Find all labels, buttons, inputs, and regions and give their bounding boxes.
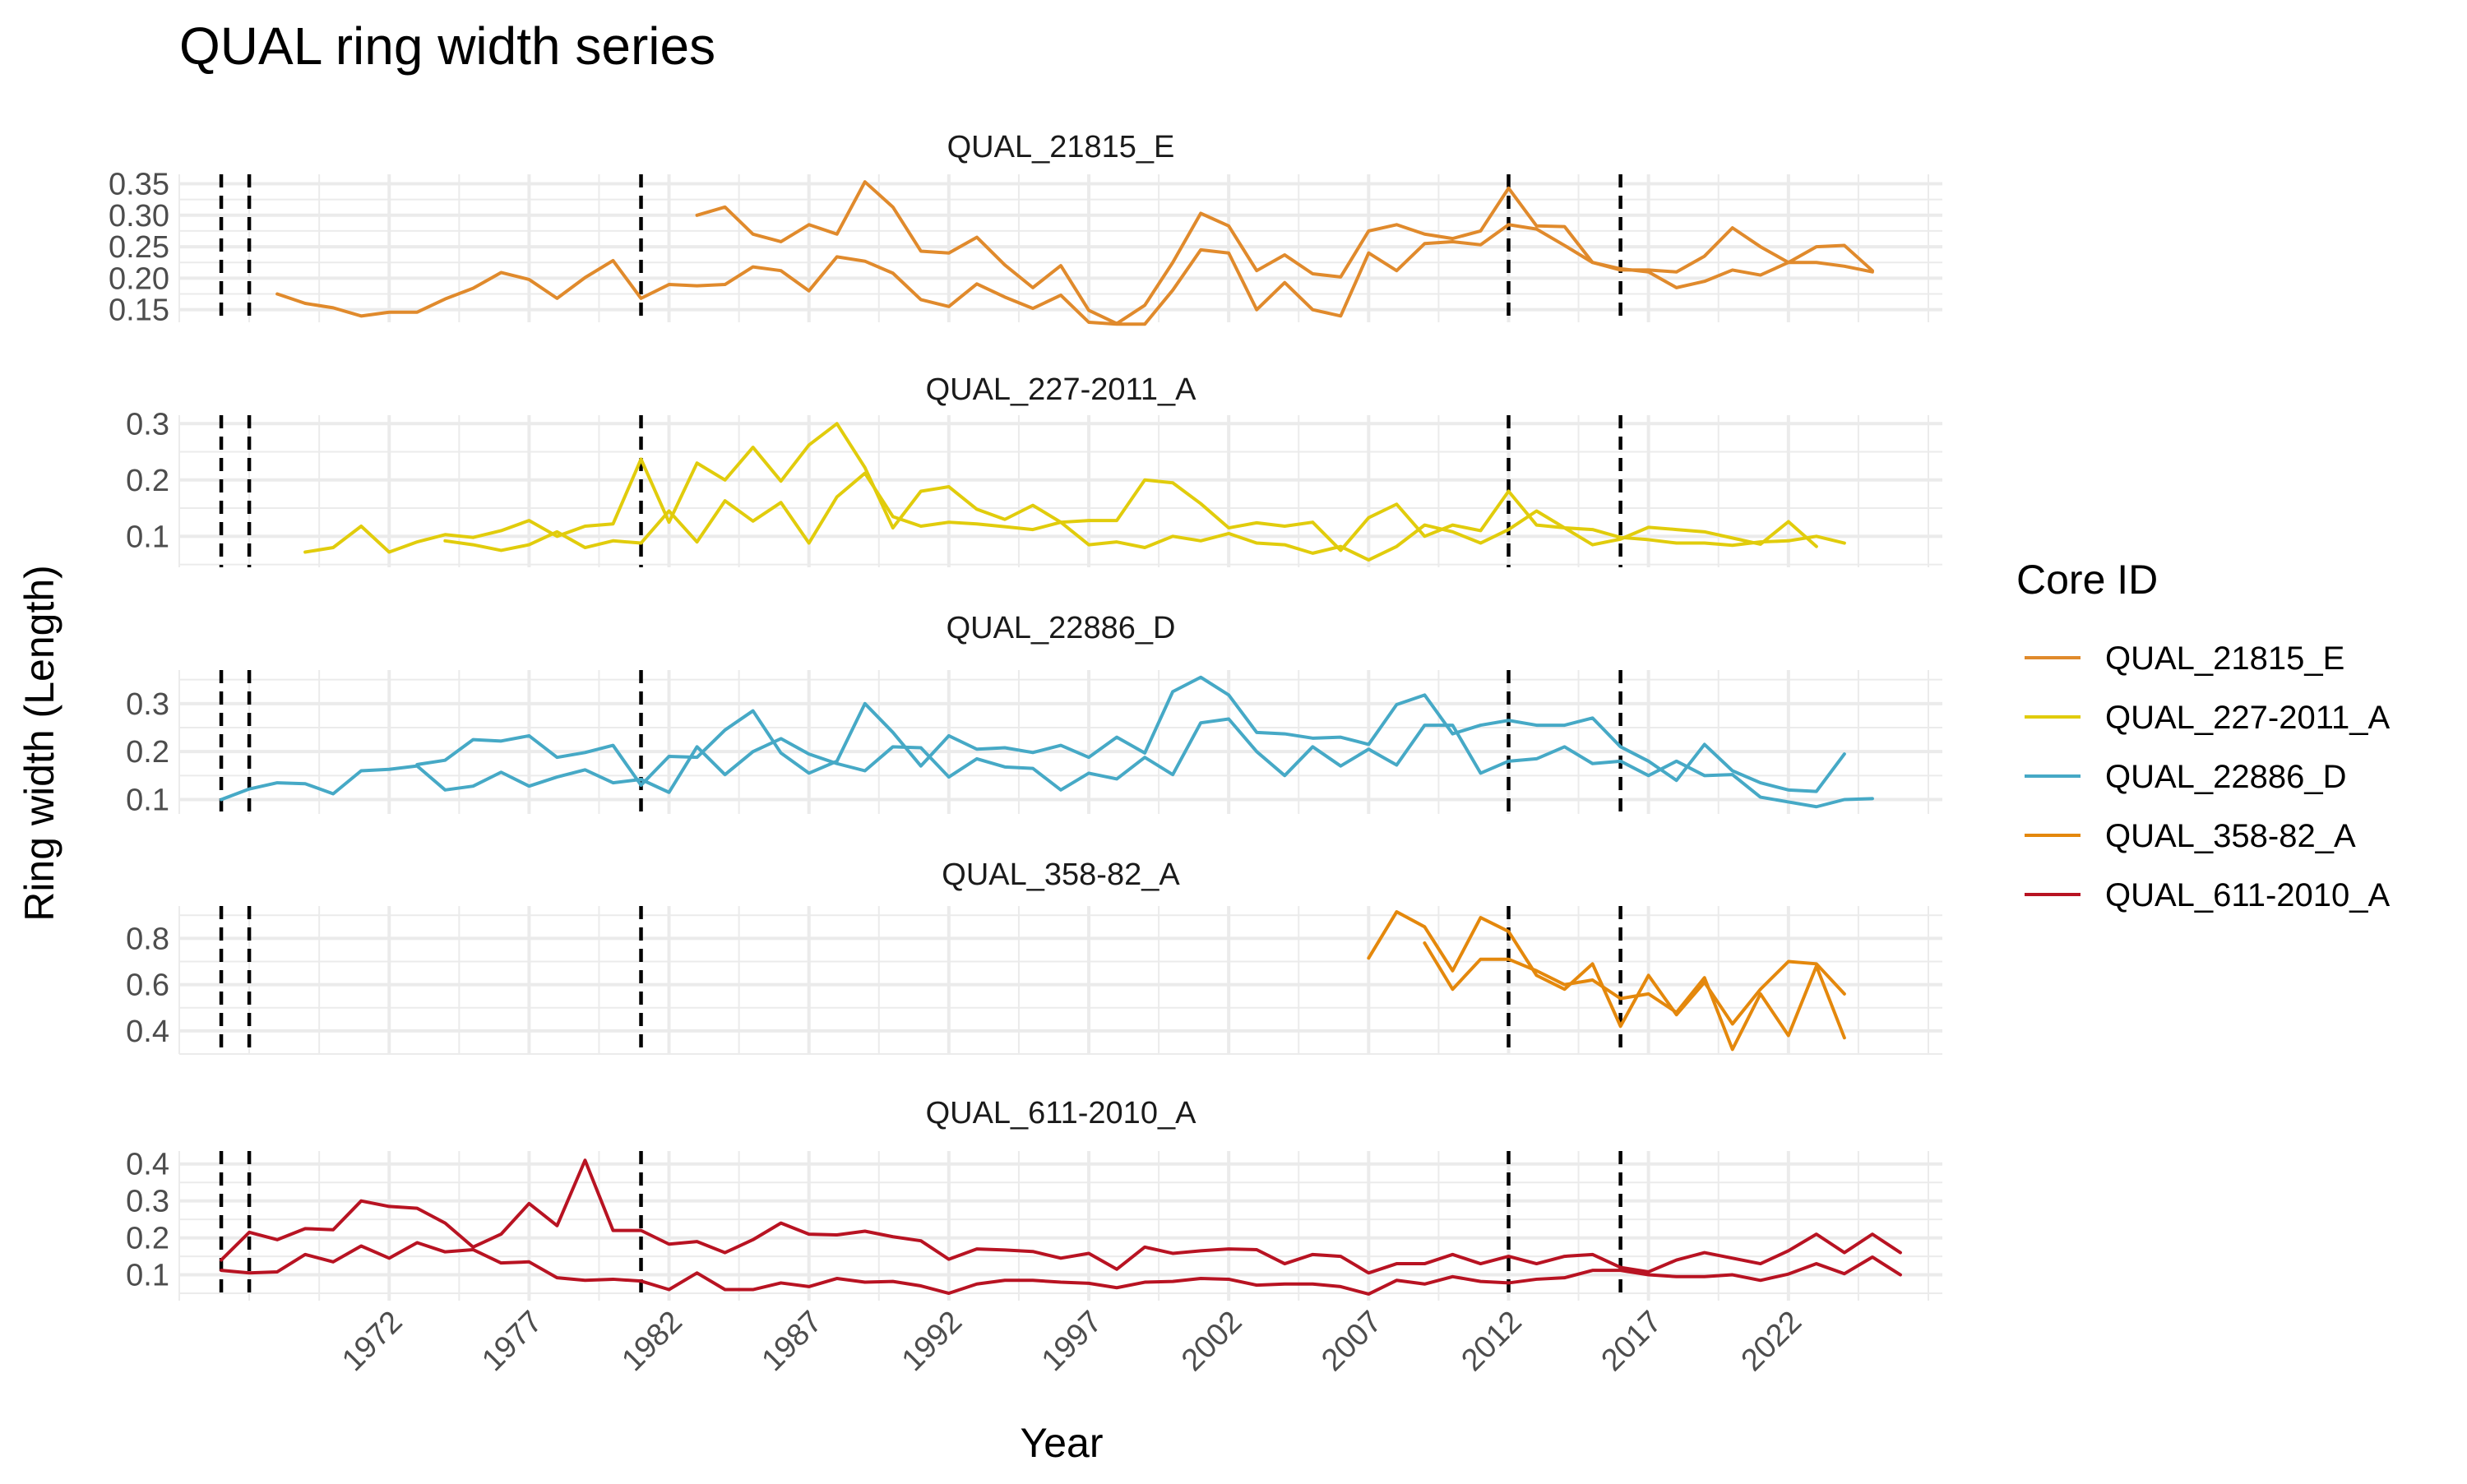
panels-layer: QUAL_21815_E 0.150.200.250.300.35 QUAL_227… (109, 130, 1942, 1378)
x-axis-ticks: 1972 1977 1982 1987 1992 1997 2002 2007 2012 2017… (336, 1305, 1808, 1378)
y-tick-label: 0.25 (109, 230, 169, 265)
series-line-2 (415, 675, 1846, 793)
legend-title: Core ID (2016, 557, 2158, 603)
y-tick-label: 0.2 (126, 464, 169, 498)
y-tick-label: 0.1 (126, 1259, 169, 1293)
y-tick-label: 0.6 (126, 969, 169, 1003)
y-axis-label: Ring width (Length) (16, 565, 62, 922)
x-axis-label: Year (1020, 1420, 1103, 1466)
panel-title: QUAL_227-2011_A (926, 372, 1197, 407)
x-tick-label: 2007 (1315, 1305, 1388, 1378)
legend-label: QUAL_22886_D (2105, 759, 2347, 795)
legend-entry: QUAL_21815_E (2025, 640, 2344, 677)
y-tick-label: 0.35 (109, 167, 169, 201)
y-tick-label: 0.2 (126, 1222, 169, 1256)
y-tick-label: 0.2 (126, 735, 169, 770)
y-tick-label: 0.20 (109, 261, 169, 296)
legend-entry: QUAL_227-2011_A (2025, 700, 2390, 736)
panel-title: QUAL_21815_E (947, 130, 1175, 164)
y-tick-label: 0.3 (126, 1185, 169, 1219)
panel-title: QUAL_611-2010_A (926, 1096, 1197, 1130)
legend-label: QUAL_611-2010_A (2105, 877, 2390, 913)
series-line-2 (695, 180, 1874, 326)
y-tick-label: 0.3 (126, 407, 169, 442)
y-tick-label: 0.30 (109, 199, 169, 233)
legend-entry: QUAL_611-2010_A (2025, 877, 2390, 913)
panel-title: QUAL_22886_D (947, 611, 1176, 645)
legend-label: QUAL_21815_E (2105, 640, 2344, 677)
panel-4: QUAL_358-82_A 0.4 0.6 0.8 (126, 858, 1942, 1055)
y-tick-label: 0.4 (126, 1148, 169, 1182)
series-line-2 (1423, 941, 1846, 1052)
y-tick-label: 0.4 (126, 1015, 169, 1049)
legend-label: QUAL_227-2011_A (2105, 700, 2390, 736)
y-tick-label: 0.1 (126, 784, 169, 818)
legend-label: QUAL_358-82_A (2105, 818, 2356, 854)
panel-2: QUAL_227-2011_A 0.1 0.2 0.3 (126, 372, 1942, 567)
panel-5: QUAL_611-2010_A 0.10.20.30.4 (126, 1096, 1942, 1301)
x-tick-label: 2022 (1735, 1305, 1808, 1378)
x-tick-label: 1987 (756, 1305, 829, 1378)
x-tick-label: 1982 (615, 1305, 688, 1378)
x-tick-label: 1977 (475, 1305, 548, 1378)
panel-3: QUAL_22886_D 0.1 0.2 0.3 (126, 611, 1942, 818)
x-tick-label: 1992 (896, 1305, 969, 1378)
legend-entry: QUAL_22886_D (2025, 759, 2347, 795)
y-tick-label: 0.15 (109, 294, 169, 328)
y-tick-label: 0.3 (126, 687, 169, 722)
series-line-2 (443, 471, 1846, 562)
x-tick-label: 2012 (1455, 1305, 1528, 1378)
series-line-1 (220, 1158, 1902, 1275)
legend-entries: QUAL_21815_E QUAL_227-2011_A QUAL_22886_D Q… (2025, 640, 2390, 913)
x-tick-label: 2017 (1595, 1305, 1669, 1378)
y-tick-label: 0.1 (126, 520, 169, 554)
panel-1: QUAL_21815_E 0.150.200.250.300.35 (109, 130, 1942, 328)
legend: Core ID QUAL_21815_EQUAL_227-2011_AQUAL_… (2016, 557, 2390, 913)
chart-title: QUAL ring width series (179, 16, 715, 76)
y-tick-label: 0.8 (126, 922, 169, 956)
legend-entry: QUAL_358-82_A (2025, 818, 2356, 854)
series-line-1 (220, 717, 1874, 809)
x-tick-label: 2002 (1175, 1305, 1248, 1378)
x-tick-label: 1972 (336, 1305, 409, 1378)
panel-title: QUAL_358-82_A (942, 858, 1180, 892)
series-line-1 (303, 422, 1818, 554)
series-line-1 (1367, 910, 1846, 1029)
x-tick-label: 1997 (1035, 1305, 1109, 1378)
series-line-2 (220, 1241, 1902, 1296)
